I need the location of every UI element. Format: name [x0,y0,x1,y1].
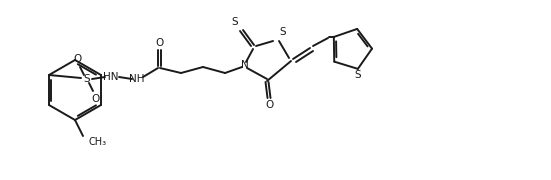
Text: S: S [232,17,239,27]
Text: O: O [155,38,163,48]
Text: S: S [354,70,361,80]
Text: CH₃: CH₃ [88,137,106,147]
Text: O: O [91,94,99,104]
Text: S: S [280,27,287,37]
Text: N: N [241,60,249,70]
Text: S: S [84,74,90,84]
Text: O: O [73,54,81,64]
Text: HN: HN [103,72,119,82]
Text: NH: NH [129,74,145,84]
Text: O: O [265,100,273,110]
